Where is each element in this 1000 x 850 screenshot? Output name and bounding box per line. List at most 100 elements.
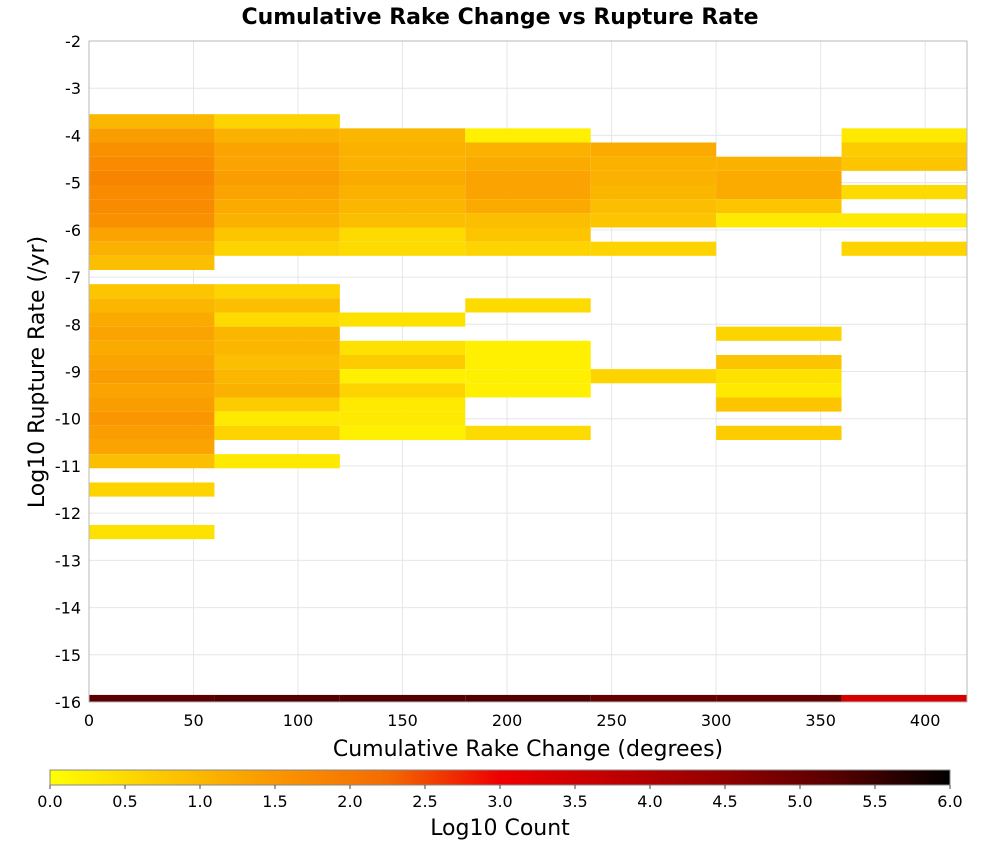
heatmap-cell	[841, 156, 967, 171]
heatmap-cell	[89, 213, 215, 228]
colorbar-tick-label: 3.5	[562, 792, 587, 811]
heatmap-cell	[89, 312, 215, 327]
x-tick-label: 150	[387, 711, 418, 730]
heatmap-cell	[214, 383, 340, 398]
colorbar	[49, 769, 951, 786]
heatmap-cell	[465, 199, 591, 214]
heatmap-cell	[339, 369, 466, 384]
heatmap-cell	[339, 411, 466, 426]
heatmap-cell	[465, 170, 591, 186]
heatmap-cells	[89, 114, 967, 702]
heatmap-cell	[716, 199, 842, 214]
heatmap-cell	[214, 298, 340, 313]
heatmap-cell	[716, 694, 842, 702]
heatmap-cell	[716, 425, 842, 440]
heatmap-cell	[841, 213, 967, 228]
heatmap-cell	[716, 213, 842, 228]
x-tick-label: 50	[183, 711, 203, 730]
heatmap-cell	[214, 312, 340, 327]
y-tick-label: -7	[65, 268, 81, 287]
heatmap-cell	[339, 340, 466, 355]
heatmap-cell	[465, 241, 591, 256]
colorbar-tick-label: 4.5	[712, 792, 737, 811]
heatmap-cell	[214, 241, 340, 256]
heatmap-cell	[214, 185, 340, 200]
heatmap-cell	[339, 312, 466, 327]
y-tick-labels: -2 -3 -4 -5 -6 -7 -8 -9 -10 -11 -12 -13 -14 -15 -16	[55, 32, 81, 712]
x-tick-label: 0	[84, 711, 94, 730]
heatmap-cell	[465, 694, 591, 702]
heatmap-cell	[339, 227, 466, 242]
y-tick-label: -2	[65, 32, 81, 51]
y-tick-label: -4	[65, 126, 81, 145]
x-tick-label: 300	[701, 711, 732, 730]
y-axis-label: Log10 Rupture Rate (/yr)	[25, 236, 50, 508]
x-tick-labels: 0 50 100 150 200 250 300 350 400	[84, 711, 941, 730]
y-tick-label: -12	[55, 504, 81, 523]
heatmap-cell	[214, 170, 340, 186]
heatmap-cell	[339, 241, 466, 256]
heatmap-cell	[89, 298, 215, 313]
heatmap-cell	[339, 213, 466, 228]
colorbar-tick-label: 5.5	[862, 792, 887, 811]
heatmap-cell	[214, 142, 340, 157]
heatmap-cell	[465, 298, 591, 313]
heatmap-cell	[214, 397, 340, 412]
heatmap-cell	[465, 156, 591, 171]
heatmap-cell	[841, 142, 967, 157]
x-tick-label: 350	[805, 711, 836, 730]
heatmap-cell	[716, 170, 842, 186]
heatmap-cell	[716, 326, 842, 341]
heatmap-cell	[214, 128, 340, 143]
heatmap-cell	[841, 128, 967, 143]
heatmap-cell	[716, 185, 842, 200]
heatmap-cell	[716, 383, 842, 398]
heatmap-cell	[590, 369, 717, 384]
x-tick-label: 400	[910, 711, 941, 730]
heatmap-cell	[590, 156, 717, 171]
heatmap-cell	[465, 369, 591, 384]
heatmap-cell	[339, 354, 466, 370]
heatmap-cell	[89, 114, 215, 129]
heatmap-cell	[339, 199, 466, 214]
heatmap-cell	[89, 142, 215, 157]
heatmap-cell	[89, 482, 215, 497]
y-tick-label: -16	[55, 693, 81, 712]
heatmap-cell	[465, 227, 591, 242]
heatmap-cell	[214, 354, 340, 370]
heatmap-cell	[89, 326, 215, 341]
heatmap-cell	[89, 411, 215, 426]
heatmap-cell	[214, 694, 340, 702]
heatmap-cell	[89, 694, 215, 702]
heatmap-cell	[89, 170, 215, 186]
heatmap-cell	[841, 185, 967, 200]
heatmap-cell	[339, 142, 466, 157]
x-axis-label: Cumulative Rake Change (degrees)	[333, 737, 723, 762]
heatmap-cell	[465, 354, 591, 370]
heatmap-cell	[716, 397, 842, 412]
heatmap-cell	[214, 284, 340, 299]
heatmap-cell	[214, 227, 340, 242]
heatmap-cell	[89, 199, 215, 214]
heatmap-cell	[214, 340, 340, 355]
heatmap-cell	[214, 425, 340, 440]
y-tick-label: -6	[65, 221, 81, 240]
colorbar-label: Log10 Count	[430, 816, 570, 841]
heatmap-cell	[465, 213, 591, 228]
heatmap-cell	[590, 142, 717, 157]
heatmap-cell	[89, 156, 215, 171]
colorbar-tick-label: 2.0	[337, 792, 362, 811]
chart-title: Cumulative Rake Change vs Rupture Rate	[241, 5, 758, 30]
heatmap-cell	[339, 425, 466, 440]
heatmap-cell	[590, 185, 717, 200]
y-tick-label: -3	[65, 79, 81, 98]
heatmap-cell	[89, 185, 215, 200]
heatmap-cell	[89, 241, 215, 256]
heatmap-cell	[89, 354, 215, 370]
heatmap-cell	[89, 454, 215, 469]
colorbar-tick-label: 0.0	[37, 792, 62, 811]
colorbar-tick-labels: 0.0 0.5 1.0 1.5 2.0 2.5 3.0 3.5 4.0 4.5 5.0 5.5 6.0	[37, 785, 963, 811]
colorbar-tick-label: 2.5	[412, 792, 437, 811]
heatmap-cell	[89, 397, 215, 412]
